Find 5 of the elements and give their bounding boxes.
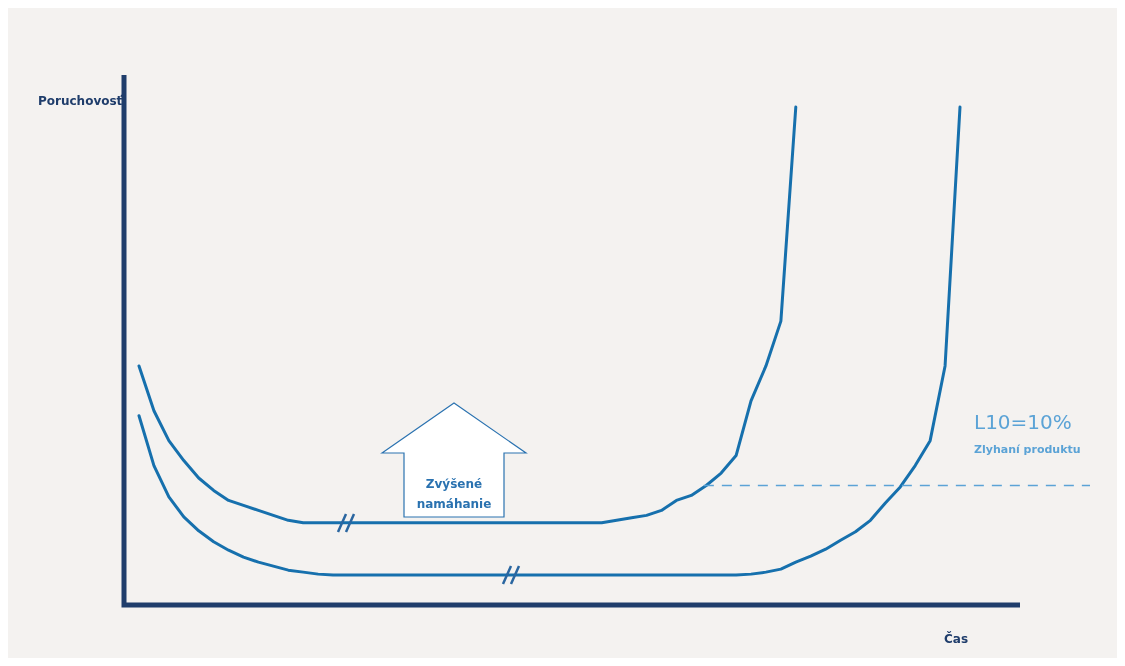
text: L10=10%	[974, 410, 1072, 434]
y-axis-title: Poruchovosť	[38, 94, 123, 108]
x-axis-title: Čas	[944, 632, 969, 646]
annotation: Zvýšené namáhanie	[415, 476, 493, 513]
text: Zlyhaní produktu	[974, 443, 1081, 456]
